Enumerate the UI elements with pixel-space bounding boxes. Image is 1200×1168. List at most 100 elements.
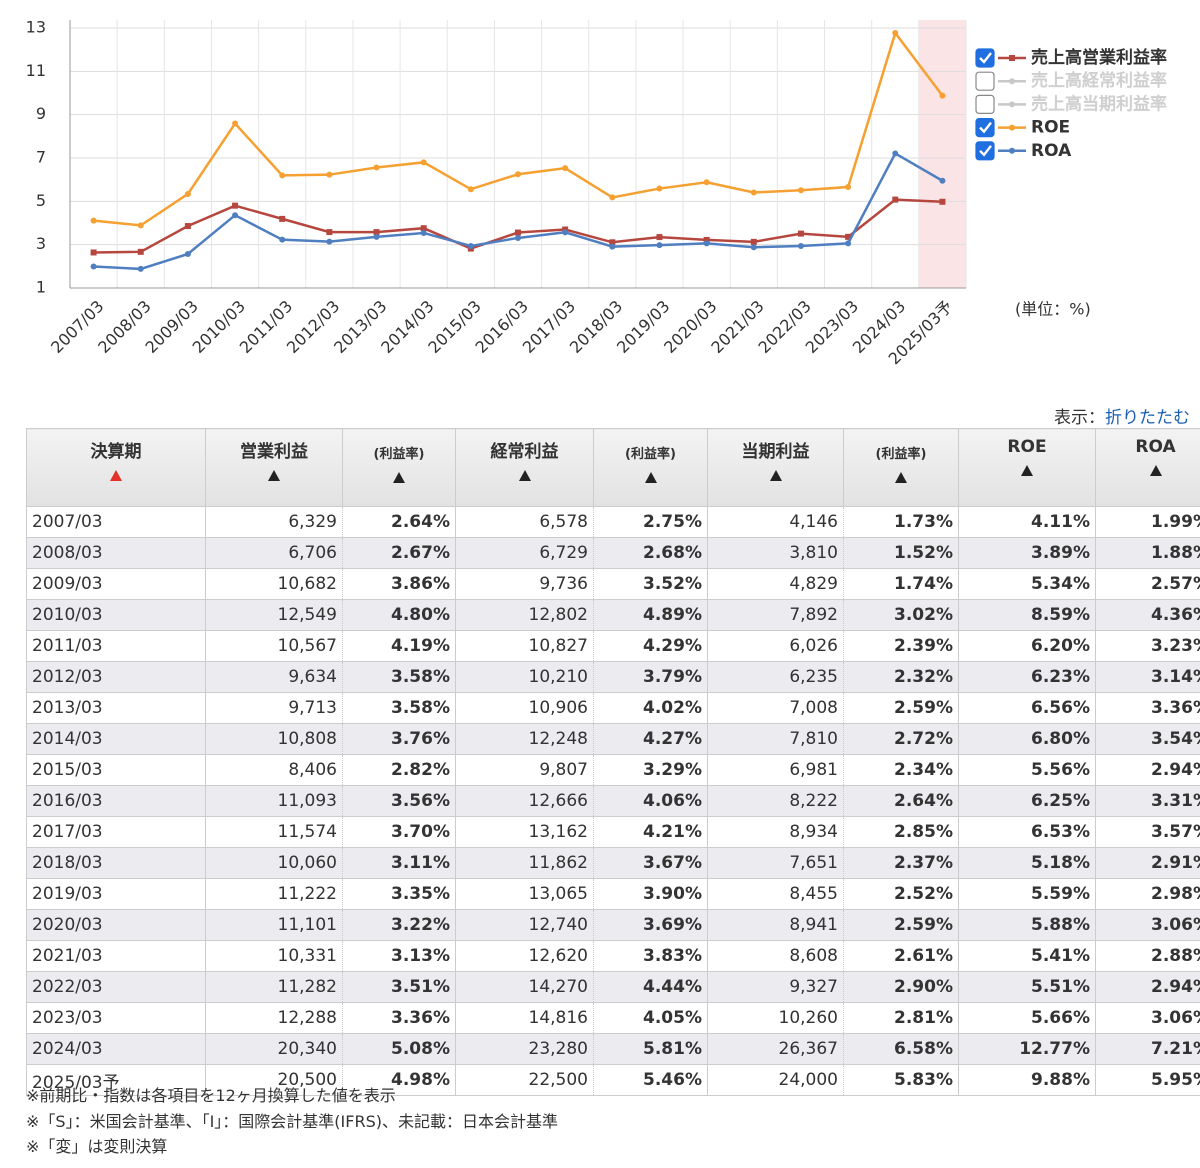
table-cell: 3.90% [593,878,708,910]
table-cell: 4.27% [593,723,708,755]
table-cell: 5.81% [593,1033,708,1065]
table-cell: 3.29% [593,754,708,786]
table-cell: 5.46% [593,1064,708,1096]
sort-icon [110,470,122,481]
table-cell: 11,101 [205,909,343,941]
table-cell: 9,327 [707,971,844,1003]
table-cell: 1.88% [1095,537,1200,569]
table-cell: 6.20% [958,630,1096,662]
table-cell: 2.61% [843,940,959,972]
point [797,187,804,194]
table-cell: 10,210 [455,661,594,693]
table-cell: 5.95% [1095,1064,1200,1096]
legend-label: 売上高当期利益率 [1031,93,1167,114]
point [939,92,946,99]
table-cell: 2.81% [843,1002,959,1034]
point [656,242,663,249]
legend-label: 売上高営業利益率 [1031,47,1167,68]
legend-marker [1009,101,1015,108]
column-header: 当期利益 [707,428,844,507]
table-cell: 6,981 [707,754,844,786]
table-cell: 4.06% [593,785,708,817]
table-cell: 2.37% [843,847,959,879]
table-cell: 8.59% [958,599,1096,631]
table-cell: 12,666 [455,785,594,817]
table-cell: 3.11% [342,847,456,879]
column-header: 決算期 [26,428,206,507]
table-cell: 4.44% [593,971,708,1003]
collapse-link[interactable]: 折りたたむ [1105,408,1190,428]
table-cell: 11,574 [205,816,343,848]
table-cell: 4.21% [593,816,708,848]
table-cell: 7,810 [707,723,844,755]
point [939,198,946,205]
table-cell: 5.08% [342,1033,456,1065]
sort-icon [1149,465,1162,476]
column-header: (利益率) [843,428,959,507]
table-row: 2021/03 10,331 3.13% 12,620 3.83% 8,608 2.61% 5… [26,940,1200,972]
table-row: 2007/03 6,329 2.64% 6,578 2.75% 4,146 1.73% 4.1… [26,506,1200,538]
table-cell: 1.73% [843,506,959,538]
notes: ※前期比・指数は各項目を12ヶ月換算した値を表示 ※「S」：米国会計基準、「I」：… [26,1083,558,1160]
table-cell: 2.94% [1095,971,1200,1003]
table-cell: 7.21% [1095,1033,1200,1065]
point [326,229,333,236]
table-cell: 10,260 [707,1002,844,1034]
table-cell: 6.25% [958,785,1096,817]
display-toggle: 表示：折りたたむ [1054,403,1190,428]
table-cell: 12,288 [205,1002,343,1034]
table-row: 2025/03予 20,500 4.98% 22,500 5.46% 24,000 5.83… [26,1064,1200,1096]
point [326,171,333,178]
table-row: 2010/03 12,549 4.80% 12,802 4.89% 7,892 3.02% 8… [26,599,1200,631]
point [609,239,616,246]
legend-marker [1009,147,1015,154]
legend-item[interactable]: ROE [975,118,1070,138]
table-cell: 7,892 [707,599,844,631]
legend-marker [1009,78,1015,85]
header-text: 経常利益 [490,442,559,462]
y-tick-label: 9 [36,104,46,123]
legend-item[interactable]: ROA [975,141,1072,161]
point [515,229,521,236]
checkmark [979,145,992,157]
legend-item[interactable]: 売上高当期利益率 [975,93,1167,114]
table-cell: 6.23% [958,661,1096,693]
table-cell: 2016/03 [26,785,206,817]
point [892,196,899,203]
table-cell: 3.79% [593,661,708,693]
table-cell: 14,816 [455,1002,594,1034]
point [750,238,757,245]
checkmark [979,121,992,134]
table-cell: 10,060 [205,847,343,879]
table-cell: 3.51% [342,971,456,1003]
table-cell: 4.19% [342,630,456,662]
point [373,233,380,240]
point [90,217,97,224]
table-cell: 5.51% [958,971,1096,1003]
header-text: 決算期 [90,442,142,462]
table-cell: 7,008 [707,692,844,724]
sort-icon [769,470,782,481]
table-cell: 2011/03 [26,630,206,662]
legend-item[interactable]: 売上高経常利益率 [975,70,1167,91]
legend-item[interactable]: 売上高営業利益率 [975,47,1167,68]
table-cell: 2.67% [342,537,456,569]
table-cell: 2017/03 [26,816,206,848]
checkbox [975,141,995,161]
table-row: 2020/03 11,101 3.22% 12,740 3.69% 8,941 2.59% 5… [26,909,1200,941]
point [232,202,239,209]
table-cell: 8,608 [707,940,844,972]
table-cell: 12,802 [455,599,594,631]
table-cell: 8,222 [707,785,844,817]
table-cell: 12,740 [455,909,594,941]
table-cell: 3.35% [342,878,456,910]
point [279,236,286,243]
header-text: ROA [1135,437,1176,457]
point [609,194,616,201]
table-cell: 3.06% [1095,909,1200,941]
data-table: 決算期 営業利益 (利益率) 経常利益 (利益率) 当期利益 (利益率) ROE ROA 2007… [26,428,1200,1096]
table-cell: 26,367 [707,1033,844,1065]
table-cell: 10,331 [205,940,343,972]
header-row: 決算期 営業利益 (利益率) 経常利益 (利益率) 当期利益 (利益率) ROE ROA [26,428,1200,507]
table-cell: 4.98% [342,1064,456,1096]
